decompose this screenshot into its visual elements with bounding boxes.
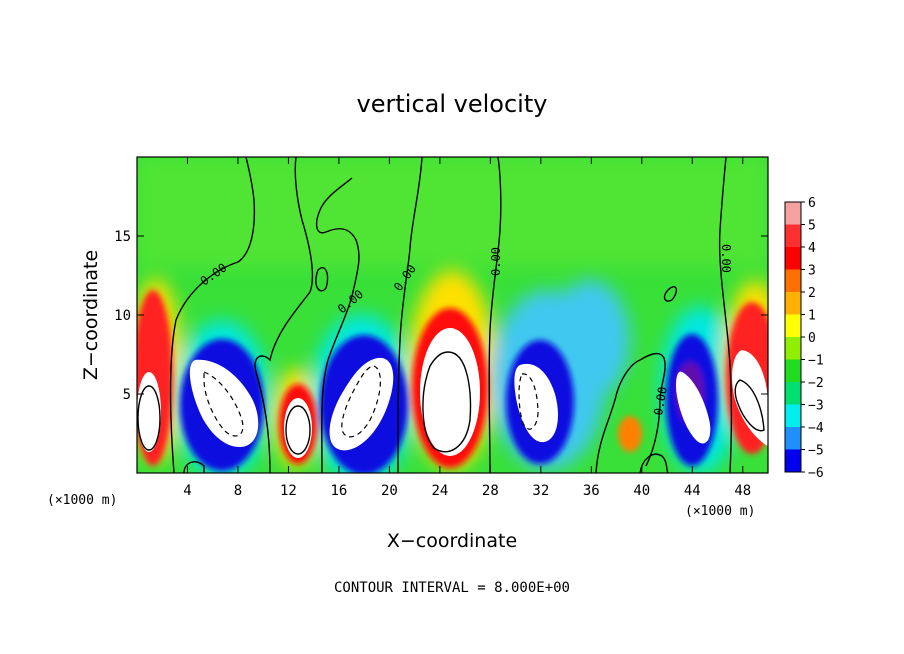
- chart-title: vertical velocity: [357, 90, 548, 118]
- colorbar-swatch-3: [785, 269, 801, 293]
- contour-zero-8: [183, 461, 205, 473]
- core-cell-6: [514, 363, 558, 443]
- colorbar-label-0: 6: [808, 196, 816, 211]
- x-tick-label-8: 36: [583, 483, 600, 499]
- colorbar-swatch-6: [785, 337, 801, 360]
- x-tick-label-11: 48: [734, 483, 751, 499]
- halo-cell-9: [550, 280, 630, 400]
- core-cell-2: [189, 359, 259, 448]
- x-axis-label: X−coordinate: [387, 530, 517, 552]
- colorbar-swatch-7: [785, 359, 801, 383]
- x-tick-label-4: 20: [381, 483, 398, 499]
- colorbar-label-11: −5: [808, 444, 824, 459]
- colorbar-label-6: 0: [808, 331, 816, 346]
- colorbar-swatch-4: [785, 292, 801, 315]
- core-cell-8: [732, 350, 768, 446]
- y-tick-label-2: 15: [114, 229, 131, 245]
- contour-zero-5: [488, 157, 502, 473]
- colorbar: 6 5 4 3 2 1 0 −1 −2 −3 −4 −5 −6: [784, 196, 824, 481]
- core-cell-5: [420, 328, 480, 456]
- colorbar-label-5: 1: [808, 309, 816, 324]
- contour-zero-6: [595, 352, 666, 473]
- x-tick-label-0: 4: [183, 483, 191, 499]
- colorbar-label-4: 2: [808, 286, 816, 301]
- colorbar-label-7: −1: [808, 354, 824, 369]
- colorbar-swatch-10: [785, 427, 801, 450]
- colorbar-label-9: −3: [808, 399, 824, 414]
- contour-neg-3: [518, 373, 539, 430]
- x-unit-right: (×1000 m): [685, 504, 755, 519]
- contour-pos-3: [422, 351, 472, 453]
- colorbar-label-10: −4: [808, 421, 824, 436]
- colorbar-swatch-0: [785, 202, 801, 225]
- x-tick-label-2: 12: [280, 483, 297, 499]
- x-tick-label-1: 8: [234, 483, 242, 499]
- contour-label-4: 0.00: [489, 247, 503, 276]
- contour-small-2: [663, 286, 678, 302]
- x-tick-label-10: 44: [684, 483, 701, 499]
- colorbar-label-12: −6: [808, 466, 824, 481]
- colorbar-swatch-9: [785, 404, 801, 428]
- colorbar-swatch-2: [785, 247, 801, 270]
- contour-zero-3: [315, 177, 360, 473]
- core-cell-4: [329, 357, 394, 451]
- contour-interval-note: CONTOUR INTERVAL = 8.000E+00: [334, 580, 570, 596]
- x-tick-label-3: 16: [330, 483, 347, 499]
- core-cell-3: [284, 398, 312, 458]
- colorbar-label-3: 3: [808, 264, 816, 279]
- y-tick-label-1: 10: [114, 308, 131, 324]
- colorbar-label-1: 5: [808, 219, 816, 234]
- contour-label-6: 0.00: [719, 244, 733, 273]
- ring-cell-9: [618, 416, 642, 452]
- colorbar-swatch-11: [785, 449, 801, 473]
- colorbar-swatch-5: [785, 314, 801, 338]
- x-tick-label-9: 40: [633, 483, 650, 499]
- x-unit-left: (×1000 m): [47, 493, 117, 508]
- contour-zero-9: [639, 453, 669, 473]
- contour-pos-1: [137, 385, 161, 451]
- contour-zero-4: [397, 157, 423, 473]
- colorbar-swatch-8: [785, 382, 801, 405]
- x-tick-label-5: 24: [431, 483, 448, 499]
- plot-area: 0.00 0.00 0.00 0.00 0.00 0.00: [137, 157, 768, 473]
- field-upper-band: [137, 157, 768, 267]
- colorbar-swatch-1: [785, 224, 801, 248]
- core-cell-7: [676, 371, 711, 444]
- contour-lines: [137, 157, 765, 473]
- contour-zero-1: [169, 157, 256, 473]
- contour-zero-2: [254, 157, 314, 473]
- contour-zero-7: [718, 157, 733, 473]
- contour-dashed: [203, 365, 539, 438]
- y-axis-label: Z−coordinate: [80, 250, 102, 380]
- contour-neg-1: [203, 371, 244, 437]
- contour-pos-2: [285, 405, 311, 455]
- colorbar-label-8: −2: [808, 376, 824, 391]
- y-tick-label-0: 5: [123, 387, 131, 403]
- contour-pos-4: [734, 379, 765, 432]
- contour-label-5: 0.00: [651, 386, 670, 417]
- contour-small-1: [315, 267, 329, 292]
- x-tick-label-6: 28: [482, 483, 499, 499]
- x-tick-label-7: 32: [532, 483, 549, 499]
- colorbar-label-2: 4: [808, 241, 816, 256]
